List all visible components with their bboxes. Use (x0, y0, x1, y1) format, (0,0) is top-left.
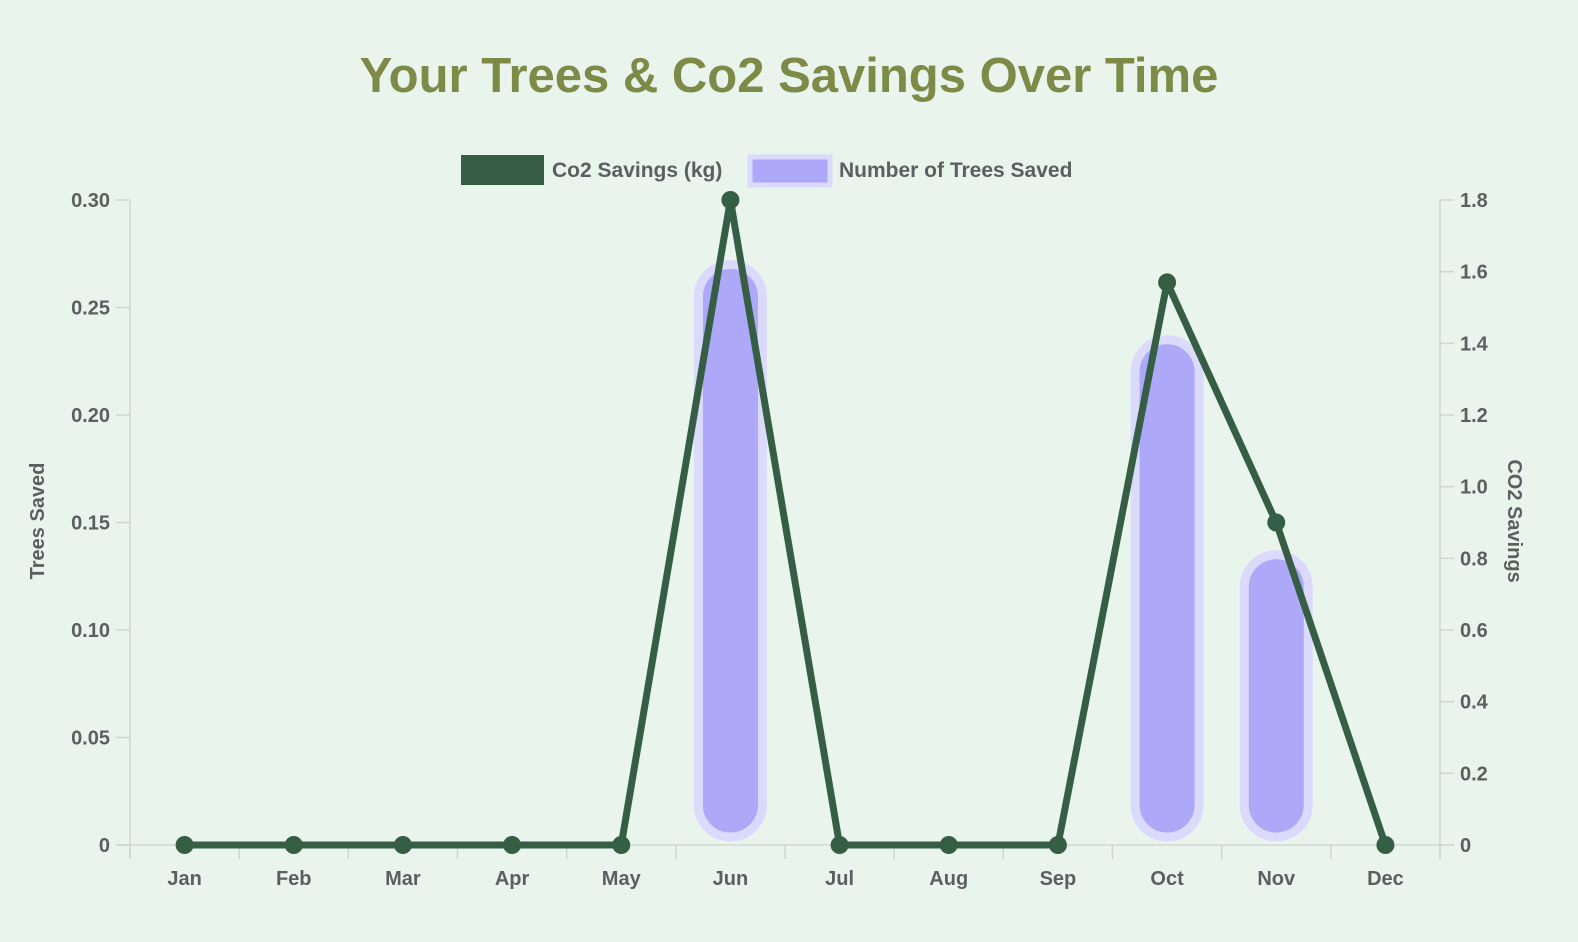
legend-label-trees[interactable]: Number of Trees Saved (839, 159, 1072, 182)
y-right-tick-label: 0 (1460, 835, 1471, 857)
y-right-tick-label: 0.4 (1460, 692, 1489, 714)
bars-layer (693, 260, 1313, 842)
point-co2-apr[interactable] (503, 836, 522, 854)
y-axis-left-title: Trees Saved (27, 463, 49, 580)
line-layer (175, 191, 1395, 854)
point-co2-dec[interactable] (1376, 836, 1395, 854)
point-co2-may[interactable] (612, 836, 631, 854)
y-left-tick-label: 0.25 (71, 298, 110, 320)
legend[interactable]: Co2 Savings (kg) Number of Trees Saved (461, 154, 1072, 188)
y-left-tick-label: 0.15 (71, 513, 110, 535)
x-tick-label-jul: Jul (825, 868, 854, 890)
point-co2-nov[interactable] (1267, 513, 1286, 532)
y-left-tick-label: 0.10 (71, 620, 110, 642)
y-right-tick-label: 1.4 (1460, 333, 1489, 355)
y-right-tick-label: 1.8 (1460, 190, 1488, 212)
y-right-tick-label: 0.8 (1460, 548, 1488, 570)
y-left-tick-label: 0.30 (71, 190, 110, 212)
x-tick-label-dec: Dec (1367, 868, 1404, 890)
legend-swatch-trees[interactable] (747, 154, 833, 188)
point-co2-jun[interactable] (721, 191, 740, 209)
legend-label-co2[interactable]: Co2 Savings (kg) (552, 159, 722, 182)
chart-title: Your Trees & Co2 Savings Over Time (359, 49, 1219, 103)
x-tick-label-mar: Mar (385, 868, 421, 890)
y-right-tick-label: 1.0 (1460, 477, 1488, 499)
point-co2-jan[interactable] (175, 836, 194, 854)
point-co2-jul[interactable] (830, 836, 849, 854)
point-co2-mar[interactable] (393, 836, 412, 854)
y-right-tick-label: 0.2 (1460, 763, 1488, 785)
x-tick-label-may: May (602, 868, 642, 890)
line-co2-savings (184, 196, 1389, 849)
x-tick-label-apr: Apr (495, 868, 530, 890)
x-tick-label-jan: Jan (167, 868, 201, 890)
y-right-tick-label: 1.2 (1460, 405, 1488, 427)
bar-trees-jun[interactable] (693, 260, 767, 842)
x-tick-label-oct: Oct (1150, 868, 1184, 890)
legend-swatch-co2[interactable] (461, 155, 544, 185)
point-co2-feb[interactable] (284, 836, 303, 854)
y-left-tick-label: 0 (99, 835, 110, 857)
x-tick-label-feb: Feb (276, 868, 312, 890)
point-co2-oct[interactable] (1158, 273, 1177, 292)
point-co2-sep[interactable] (1048, 836, 1067, 854)
x-tick-label-jun: Jun (713, 868, 749, 890)
y-right-tick-label: 0.6 (1460, 620, 1488, 642)
y-left-tick-label: 0.20 (71, 405, 110, 427)
bar-trees-nov[interactable] (1239, 550, 1313, 842)
y-axis-right-title: CO2 Savings (1503, 459, 1525, 582)
x-tick-label-sep: Sep (1040, 868, 1077, 890)
bar-trees-oct[interactable] (1130, 335, 1204, 842)
x-tick-label-nov: Nov (1257, 868, 1296, 890)
y-left-tick-label: 0.05 (71, 728, 110, 750)
y-right-tick-label: 1.6 (1460, 262, 1488, 284)
x-tick-label-aug: Aug (929, 868, 968, 890)
point-co2-aug[interactable] (939, 836, 958, 854)
